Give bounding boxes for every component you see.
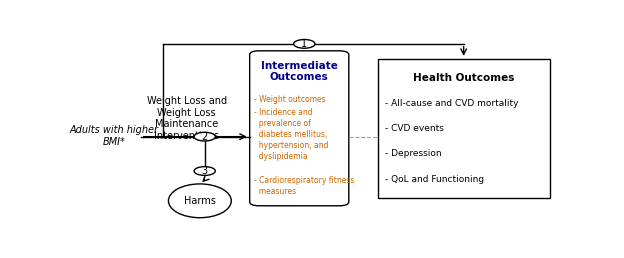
Text: - Cardiorespiratory fitness
  measures: - Cardiorespiratory fitness measures bbox=[253, 176, 354, 196]
Text: Adults with higher
BMI*: Adults with higher BMI* bbox=[70, 125, 158, 147]
FancyBboxPatch shape bbox=[250, 51, 349, 206]
Circle shape bbox=[294, 39, 315, 48]
Ellipse shape bbox=[168, 184, 232, 218]
Text: - Weight outcomes: - Weight outcomes bbox=[253, 94, 325, 103]
Text: 1: 1 bbox=[301, 39, 308, 49]
Text: Harms: Harms bbox=[184, 196, 216, 206]
Text: Health Outcomes: Health Outcomes bbox=[413, 73, 514, 83]
Text: - Incidence and
  prevalence of
  diabetes mellitus,
  hypertension, and
  dysli: - Incidence and prevalence of diabetes m… bbox=[253, 108, 328, 162]
Text: 3: 3 bbox=[202, 166, 208, 176]
Text: - Depression: - Depression bbox=[385, 149, 442, 158]
Text: - QoL and Functioning: - QoL and Functioning bbox=[385, 175, 484, 184]
Text: Intermediate
Outcomes: Intermediate Outcomes bbox=[261, 61, 338, 82]
Circle shape bbox=[194, 167, 215, 175]
Text: - CVD events: - CVD events bbox=[385, 124, 444, 133]
Text: Weight Loss and
Weight Loss
Maintenance
Interventions: Weight Loss and Weight Loss Maintenance … bbox=[147, 96, 227, 141]
FancyBboxPatch shape bbox=[378, 59, 550, 198]
Text: - All-cause and CVD mortality: - All-cause and CVD mortality bbox=[385, 99, 519, 108]
Text: 2: 2 bbox=[202, 132, 208, 142]
Circle shape bbox=[194, 132, 215, 141]
